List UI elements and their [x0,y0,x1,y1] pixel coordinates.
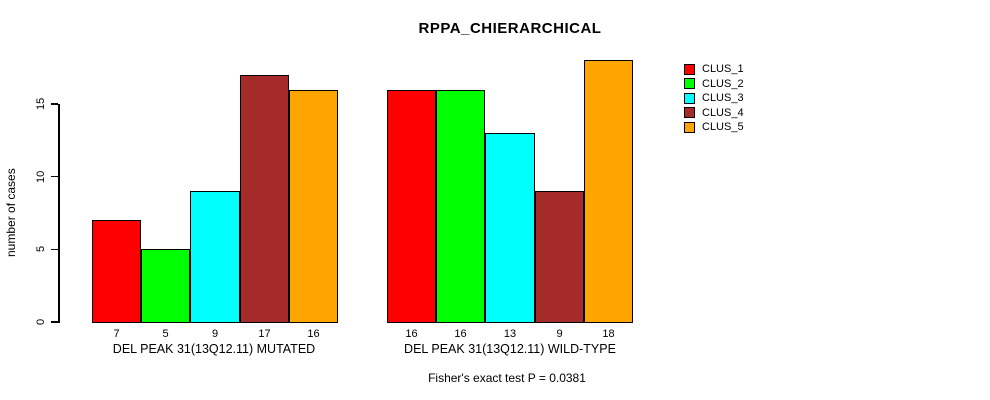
bar-clus_4-group1 [535,191,584,323]
y-tick-mark [51,321,58,323]
bar-clus_4-group0 [240,75,289,323]
legend-label: CLUS_2 [702,77,744,90]
bar-clus_1-group0 [92,220,141,323]
bar-value-label: 9 [556,328,563,340]
bar-value-label: 7 [113,328,120,340]
legend-swatch-clus_3 [684,92,695,104]
legend-item-clus_5: CLUS_5 [684,120,744,135]
y-tick-label: 15 [35,97,47,111]
bar-value-label: 16 [454,328,467,340]
bar-value-label: 16 [405,328,418,340]
y-tick-label: 0 [35,318,47,326]
y-axis-line [58,104,60,323]
bar-clus_5-group1 [584,60,633,323]
bar-value-label: 17 [258,328,271,340]
y-tick-mark [51,248,58,251]
legend-label: CLUS_4 [702,106,744,119]
legend-label: CLUS_3 [702,92,744,105]
bar-clus_2-group0 [141,249,190,323]
legend-item-clus_4: CLUS_4 [684,106,744,121]
chart-title: RPPA_CHIERARCHICAL [418,20,602,37]
legend: CLUS_1 CLUS_2 CLUS_3 CLUS_4 CLUS_5 [684,62,744,135]
legend-item-clus_2: CLUS_2 [684,77,744,92]
annotation-text: Fisher's exact test P = 0.0381 [428,371,586,385]
legend-swatch-clus_5 [684,121,695,133]
bar-clus_2-group1 [436,90,485,323]
legend-label: CLUS_1 [702,63,744,76]
y-tick-mark [51,103,58,105]
y-axis-label: number of cases [4,168,18,258]
bar-value-label: 18 [602,328,615,340]
legend-swatch-clus_2 [684,78,695,90]
legend-swatch-clus_1 [684,63,695,75]
legend-item-clus_3: CLUS_3 [684,91,744,106]
y-tick-label: 10 [35,170,47,183]
bar-value-label: 16 [307,328,320,340]
bar-clus_1-group1 [387,90,436,323]
group-label-mutated: DEL PEAK 31(13Q12.11) MUTATED [112,342,316,356]
bar-clus_3-group0 [190,191,240,323]
y-tick-label: 5 [35,246,47,253]
bar-clus_3-group1 [485,133,535,323]
legend-label: CLUS_5 [702,121,744,134]
bar-value-label: 5 [162,328,169,340]
group-label-wildtype: DEL PEAK 31(13Q12.11) WILD-TYPE [404,342,616,356]
bar-value-label: 13 [503,328,517,340]
y-tick-mark [51,175,58,178]
bar-value-label: 9 [211,328,219,340]
bar-clus_5-group0 [289,90,338,323]
legend-swatch-clus_4 [684,107,695,119]
legend-item-clus_1: CLUS_1 [684,62,744,77]
